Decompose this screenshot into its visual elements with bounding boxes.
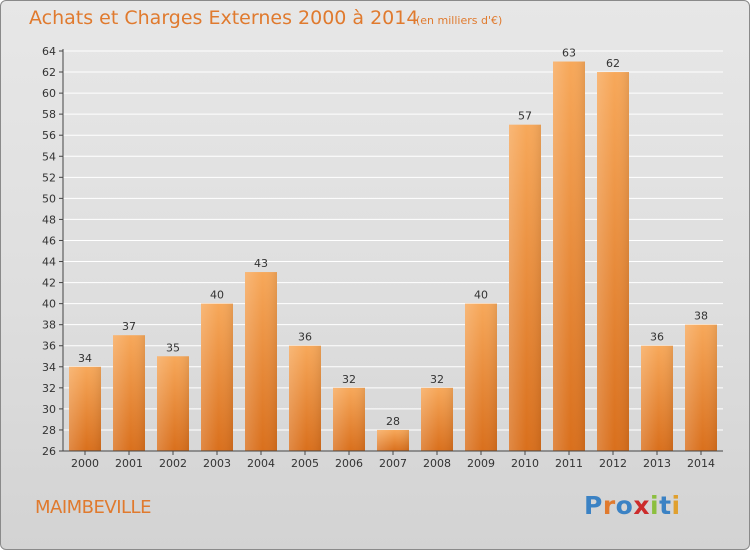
y-tick-label: 42 xyxy=(42,277,56,290)
x-tick-label-2002: 2002 xyxy=(159,457,187,470)
x-tick-label-2011: 2011 xyxy=(555,457,583,470)
y-tick-label: 28 xyxy=(42,424,56,437)
data-label-2011: 63 xyxy=(562,47,576,60)
data-labels: 34 37 35 40 43 36 32 28 32 40 57 63 62 36 38 xyxy=(78,47,708,428)
data-label-2006: 32 xyxy=(342,373,356,386)
x-tick-label-2014: 2014 xyxy=(687,457,715,470)
logo-letter: i xyxy=(650,491,660,520)
x-tick-label-2009: 2009 xyxy=(467,457,495,470)
data-label-2002: 35 xyxy=(166,341,180,354)
bar-shine-2010 xyxy=(509,124,541,452)
x-tick-labels: 2000 2001 2002 2003 2004 2005 2006 2007 2008 2009… xyxy=(71,451,715,470)
x-tick-label-2004: 2004 xyxy=(247,457,275,470)
y-tick-label: 54 xyxy=(42,150,56,163)
logo-letter: t xyxy=(659,491,672,520)
y-tick-label: 32 xyxy=(42,382,56,395)
bar-shine-2005 xyxy=(289,345,321,451)
y-tick-label: 48 xyxy=(42,213,56,226)
logo-letter: x xyxy=(633,491,650,520)
y-tick-label: 26 xyxy=(42,445,56,458)
y-tick-label: 50 xyxy=(42,192,56,205)
bar-shine-2013 xyxy=(641,345,673,451)
bar-shine-2003 xyxy=(201,303,233,451)
y-tick-label: 40 xyxy=(42,298,56,311)
y-tick-label: 62 xyxy=(42,66,56,79)
x-tick-label-2005: 2005 xyxy=(291,457,319,470)
y-tick-label: 38 xyxy=(42,319,56,332)
logo-letter: i xyxy=(671,491,681,520)
data-label-2013: 36 xyxy=(650,331,664,344)
data-label-2012: 62 xyxy=(606,57,620,70)
bar-shine-2007 xyxy=(377,429,409,451)
data-label-2000: 34 xyxy=(78,352,92,365)
x-tick-label-2000: 2000 xyxy=(71,457,99,470)
y-tick-label: 36 xyxy=(42,340,56,353)
x-tick-label-2013: 2013 xyxy=(643,457,671,470)
commune-name: MAIMBEVILLE xyxy=(35,497,151,518)
y-tick-label: 56 xyxy=(42,129,56,142)
x-tick-label-2012: 2012 xyxy=(599,457,627,470)
logo-letter: r xyxy=(602,491,616,520)
x-tick-label-2003: 2003 xyxy=(203,457,231,470)
proxiti-logo: Proxiti xyxy=(584,491,681,520)
y-tick-label: 60 xyxy=(42,87,56,100)
y-tick-labels: 26 28 30 32 34 36 38 40 42 44 46 48 50 52 54 56 58 60 62 64 xyxy=(42,45,63,458)
data-label-2007: 28 xyxy=(386,415,400,428)
bar-shine-2008 xyxy=(421,387,453,451)
x-tick-label-2007: 2007 xyxy=(379,457,407,470)
y-tick-label: 58 xyxy=(42,108,56,121)
data-label-2014: 38 xyxy=(694,310,708,323)
y-tick-label: 64 xyxy=(42,45,56,58)
y-tick-label: 44 xyxy=(42,256,56,269)
bar-shine-2000 xyxy=(69,366,101,451)
bar-shine-2006 xyxy=(333,387,365,451)
data-label-2004: 43 xyxy=(254,257,268,270)
data-label-2010: 57 xyxy=(518,110,532,123)
bar-shine-2009 xyxy=(465,303,497,451)
logo-letter: P xyxy=(584,491,603,520)
x-tick-label-2001: 2001 xyxy=(115,457,143,470)
x-tick-label-2006: 2006 xyxy=(335,457,363,470)
y-tick-label: 46 xyxy=(42,234,56,247)
y-tick-label: 52 xyxy=(42,171,56,184)
logo-letter: o xyxy=(615,491,634,520)
bar-shine-2001 xyxy=(113,335,145,451)
x-tick-label-2010: 2010 xyxy=(511,457,539,470)
chart-subtitle: (en milliers d'€) xyxy=(416,14,503,27)
data-label-2003: 40 xyxy=(210,289,224,302)
bar-shine-2014 xyxy=(685,324,717,451)
y-tick-label: 34 xyxy=(42,361,56,374)
bar-shine-2012 xyxy=(597,72,629,451)
data-label-2005: 36 xyxy=(298,331,312,344)
bar-shine-2011 xyxy=(553,61,585,452)
bar-shine-2004 xyxy=(245,272,277,451)
data-label-2001: 37 xyxy=(122,320,136,333)
bar-shine-2002 xyxy=(157,356,189,451)
data-label-2009: 40 xyxy=(474,289,488,302)
data-label-2008: 32 xyxy=(430,373,444,386)
x-tick-label-2008: 2008 xyxy=(423,457,451,470)
chart-title: Achats et Charges Externes 2000 à 2014 xyxy=(29,7,419,29)
y-tick-label: 30 xyxy=(42,403,56,416)
bars xyxy=(69,61,717,452)
